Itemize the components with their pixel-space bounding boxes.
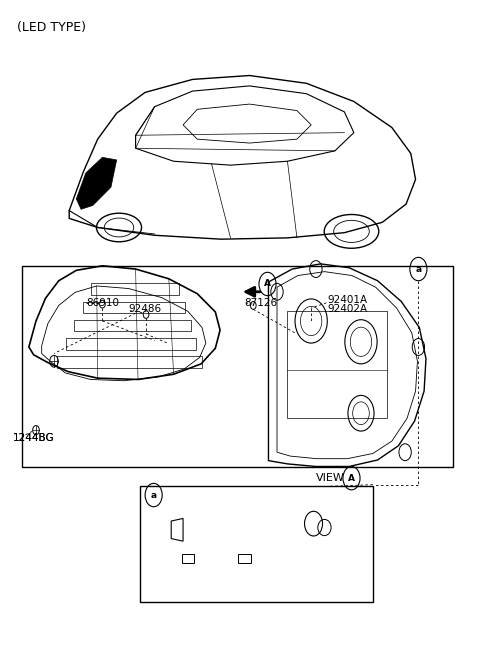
Text: 18642G: 18642G (235, 574, 276, 584)
Text: 87126: 87126 (245, 298, 278, 308)
Text: A: A (348, 474, 355, 483)
Text: (LED TYPE): (LED TYPE) (17, 21, 86, 34)
Text: VIEW: VIEW (316, 473, 345, 483)
Polygon shape (76, 157, 117, 210)
Bar (288, 311, 387, 419)
Text: a: a (151, 491, 156, 500)
Text: 92486: 92486 (129, 305, 162, 314)
Text: 92402A: 92402A (328, 305, 368, 314)
Text: 86910: 86910 (86, 298, 119, 308)
Text: 92401A: 92401A (328, 295, 368, 305)
Text: A: A (264, 280, 271, 288)
Text: 92470C: 92470C (226, 551, 266, 561)
Text: 1244BG: 1244BG (13, 433, 55, 443)
Bar (140, 486, 373, 601)
Bar (22, 266, 454, 467)
Text: 18643P: 18643P (185, 574, 225, 584)
Text: 1244BG: 1244BG (13, 433, 55, 443)
Text: a: a (415, 265, 421, 274)
